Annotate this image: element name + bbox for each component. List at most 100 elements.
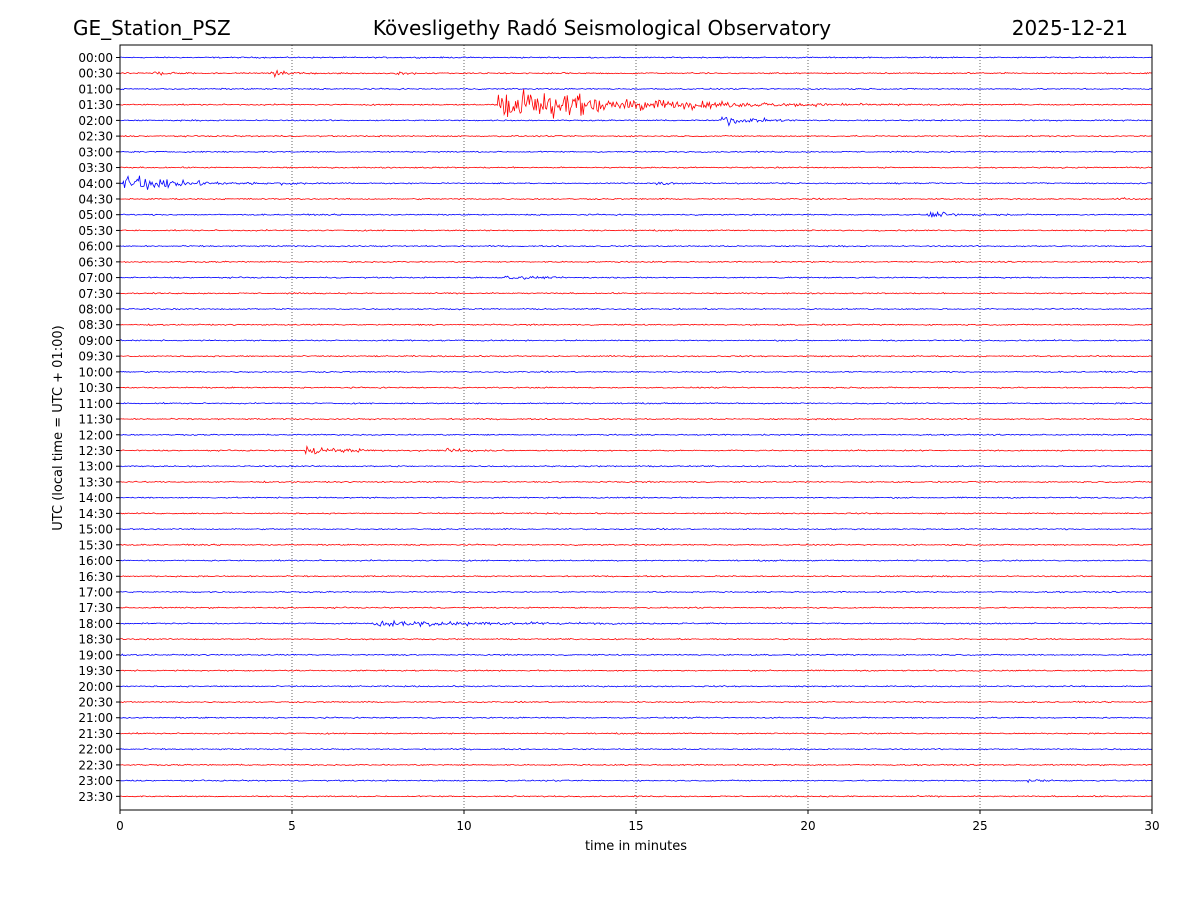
ytick-label-0100: 01:00 [78, 82, 113, 96]
xtick-label-25: 25 [972, 819, 987, 833]
trace-1130 [119, 417, 1153, 421]
ytick-label-1830: 18:30 [78, 633, 113, 647]
ytick-label-1630: 16:30 [78, 570, 113, 584]
ytick-label-0700: 07:00 [78, 271, 113, 285]
ytick-label-1600: 16:00 [78, 554, 113, 568]
ytick-label-1900: 19:00 [78, 648, 113, 662]
ytick-label-2000: 20:00 [78, 680, 113, 694]
ytick-label-1330: 13:30 [78, 475, 113, 489]
seismic-traces [119, 56, 1153, 798]
trace-1500 [119, 527, 1153, 531]
ytick-label-1130: 11:30 [78, 413, 113, 427]
ytick-label-0600: 06:00 [78, 240, 113, 254]
station-label: GE_Station_PSZ [73, 16, 231, 40]
chart-title: Kövesligethy Radó Seismological Observat… [373, 16, 831, 40]
ytick-label-0730: 07:30 [78, 287, 113, 301]
trace-2100 [119, 716, 1153, 720]
xtick-label-5: 5 [288, 819, 296, 833]
trace-1100 [119, 401, 1153, 405]
ytick-label-1230: 12:30 [78, 444, 113, 458]
trace-0230 [119, 134, 1153, 138]
trace-0430 [119, 196, 1153, 201]
trace-0100 [119, 87, 1153, 91]
ytick-label-2330: 23:30 [78, 790, 113, 804]
ytick-label-2100: 21:00 [78, 711, 113, 725]
trace-0200 [119, 116, 1153, 127]
trace-2000 [119, 685, 1153, 688]
ytick-label-2300: 23:00 [78, 774, 113, 788]
ytick-label-1500: 15:00 [78, 523, 113, 537]
trace-2230 [119, 763, 1153, 767]
trace-0130 [119, 89, 1153, 119]
ytick-label-1400: 14:00 [78, 491, 113, 505]
date-label: 2025-12-21 [1012, 16, 1128, 40]
xtick-label-30: 30 [1144, 819, 1159, 833]
ytick-label-1800: 18:00 [78, 617, 113, 631]
trace-0800 [119, 307, 1153, 311]
trace-1630 [119, 574, 1153, 578]
ytick-label-2030: 20:30 [78, 696, 113, 710]
ytick-label-0200: 02:00 [78, 114, 113, 128]
trace-2130 [119, 732, 1153, 735]
ytick-label-0530: 05:30 [78, 224, 113, 238]
trace-0830 [119, 323, 1153, 326]
ytick-label-1700: 17:00 [78, 585, 113, 599]
trace-2200 [119, 747, 1153, 751]
trace-0900 [119, 339, 1153, 342]
ytick-label-1300: 13:00 [78, 460, 113, 474]
ytick-label-1730: 17:30 [78, 601, 113, 615]
ytick-label-0500: 05:00 [78, 208, 113, 222]
trace-1430 [119, 512, 1153, 515]
xtick-label-20: 20 [800, 819, 815, 833]
trace-0400 [119, 175, 1153, 190]
ytick-label-2200: 22:00 [78, 743, 113, 757]
trace-1600 [119, 559, 1153, 562]
trace-1300 [119, 464, 1153, 468]
ytick-label-0800: 08:00 [78, 303, 113, 317]
trace-0000 [119, 56, 1153, 59]
trace-1900 [119, 653, 1153, 657]
ytick-label-0330: 03:30 [78, 161, 113, 175]
trace-1400 [119, 496, 1153, 499]
trace-1200 [119, 433, 1153, 437]
x-axis-ticks: 0 5 10 15 20 25 30 [116, 810, 1160, 833]
ytick-label-0300: 03:00 [78, 145, 113, 159]
ytick-label-0130: 01:30 [78, 98, 113, 112]
ytick-label-1930: 19:30 [78, 664, 113, 678]
trace-2030 [119, 700, 1153, 704]
trace-1000 [119, 370, 1153, 374]
trace-0300 [119, 150, 1153, 154]
xtick-label-0: 0 [116, 819, 124, 833]
trace-2300 [119, 779, 1153, 784]
trace-1800 [119, 619, 1153, 628]
xtick-label-15: 15 [628, 819, 643, 833]
ytick-label-1530: 15:30 [78, 538, 113, 552]
trace-0500 [119, 210, 1153, 218]
trace-1930 [119, 669, 1153, 672]
trace-1330 [119, 480, 1153, 484]
trace-0330 [119, 166, 1153, 169]
trace-1230 [119, 445, 1153, 456]
trace-1030 [119, 386, 1153, 389]
trace-0030 [119, 69, 1153, 79]
trace-1730 [119, 606, 1153, 610]
trace-0930 [119, 354, 1153, 358]
ytick-label-0000: 00:00 [78, 51, 113, 65]
ytick-label-0830: 08:30 [78, 318, 113, 332]
trace-1700 [119, 590, 1153, 594]
ytick-label-1200: 12:00 [78, 428, 113, 442]
ytick-label-0630: 06:30 [78, 255, 113, 269]
plot-frame [119, 44, 1153, 811]
ytick-label-0030: 00:30 [78, 67, 113, 81]
ytick-label-1430: 14:30 [78, 507, 113, 521]
ytick-label-0900: 09:00 [78, 334, 113, 348]
ytick-label-1000: 10:00 [78, 365, 113, 379]
vertical-gridlines [291, 45, 981, 810]
trace-2330 [119, 795, 1153, 798]
ytick-label-0430: 04:30 [78, 192, 113, 206]
ytick-label-1100: 11:00 [78, 397, 113, 411]
trace-0600 [119, 244, 1153, 248]
trace-1530 [119, 543, 1153, 547]
ytick-label-0230: 02:30 [78, 130, 113, 144]
